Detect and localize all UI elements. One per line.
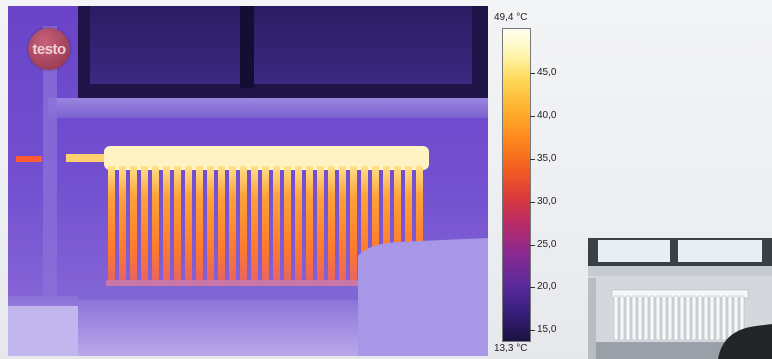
photo-scene xyxy=(588,238,772,359)
scale-tick: 25,0 xyxy=(530,239,556,250)
radiator-fins xyxy=(108,166,423,286)
color-scale-bar xyxy=(502,28,531,342)
scale-max-label: 49,4 °C xyxy=(494,12,528,23)
scale-min-label: 13,3 °C xyxy=(494,343,528,354)
scale-tick: 40,0 xyxy=(530,110,556,121)
scale-tick: 35,0 xyxy=(530,153,556,164)
scale-tick: 30,0 xyxy=(530,196,556,207)
scale-tick: 20,0 xyxy=(530,281,556,292)
temperature-scale: 49,4 °C 45,0 40,0 35,0 30,0 25,0 20,0 15… xyxy=(492,6,587,356)
scale-tick: 15,0 xyxy=(530,324,556,335)
thermal-scene xyxy=(8,6,488,356)
thermal-image: testo xyxy=(8,6,488,356)
visual-photo xyxy=(588,238,772,359)
testo-logo: testo xyxy=(28,28,70,70)
scale-tick: 45,0 xyxy=(530,67,556,78)
